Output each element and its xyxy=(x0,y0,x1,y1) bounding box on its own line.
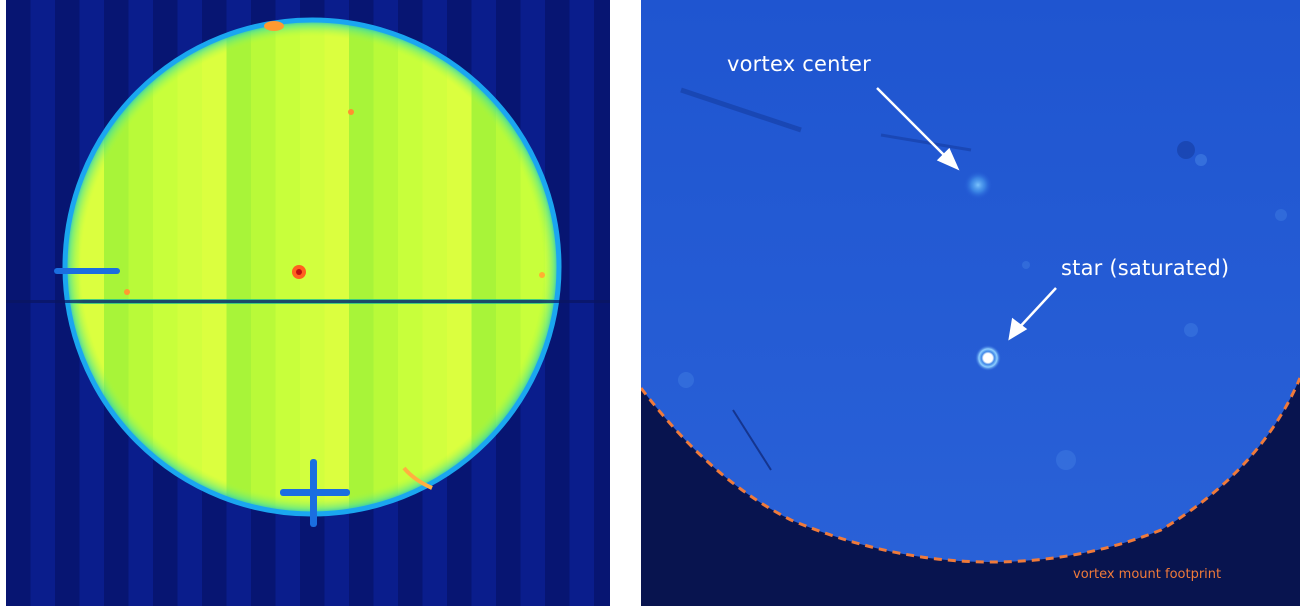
mount-footprint-curve xyxy=(641,377,1300,564)
vortex-center-arrow xyxy=(876,87,960,171)
coronagraph-image-panel: vortex center star (saturated) vortex mo… xyxy=(641,0,1300,606)
top-defect xyxy=(264,21,284,31)
cross-vertical xyxy=(310,459,317,527)
left-notch xyxy=(54,268,120,274)
coronagraph-image xyxy=(641,0,1300,606)
flat-field-image xyxy=(6,0,610,606)
vortex-center-glow xyxy=(964,171,992,199)
star-label: star (saturated) xyxy=(1061,256,1230,280)
star-arrow xyxy=(1008,287,1057,341)
vortex-center-label: vortex center xyxy=(727,52,871,76)
flat-field-image-panel xyxy=(6,0,610,606)
mount-footprint-label: vortex mount footprint xyxy=(1073,567,1222,582)
star-spot xyxy=(975,345,1001,371)
